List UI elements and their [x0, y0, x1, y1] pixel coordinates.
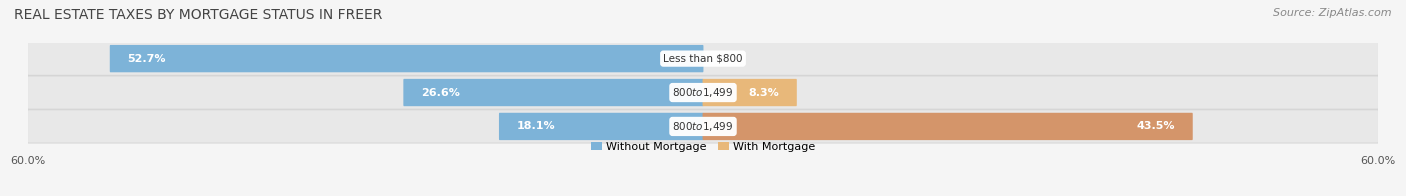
Text: 8.3%: 8.3% — [749, 88, 779, 98]
FancyBboxPatch shape — [28, 76, 1378, 109]
FancyBboxPatch shape — [703, 79, 797, 106]
Legend: Without Mortgage, With Mortgage: Without Mortgage, With Mortgage — [586, 137, 820, 156]
Text: $800 to $1,499: $800 to $1,499 — [672, 120, 734, 133]
FancyBboxPatch shape — [499, 113, 703, 140]
Text: 0.0%: 0.0% — [714, 54, 742, 64]
Text: 52.7%: 52.7% — [127, 54, 166, 64]
Text: $800 to $1,499: $800 to $1,499 — [672, 86, 734, 99]
FancyBboxPatch shape — [28, 42, 1378, 75]
Text: 18.1%: 18.1% — [516, 122, 555, 132]
Text: Source: ZipAtlas.com: Source: ZipAtlas.com — [1274, 8, 1392, 18]
Text: 26.6%: 26.6% — [420, 88, 460, 98]
FancyBboxPatch shape — [28, 110, 1378, 143]
FancyBboxPatch shape — [110, 45, 703, 72]
FancyBboxPatch shape — [703, 113, 1192, 140]
Text: REAL ESTATE TAXES BY MORTGAGE STATUS IN FREER: REAL ESTATE TAXES BY MORTGAGE STATUS IN … — [14, 8, 382, 22]
FancyBboxPatch shape — [404, 79, 703, 106]
Text: Less than $800: Less than $800 — [664, 54, 742, 64]
Text: 43.5%: 43.5% — [1137, 122, 1175, 132]
